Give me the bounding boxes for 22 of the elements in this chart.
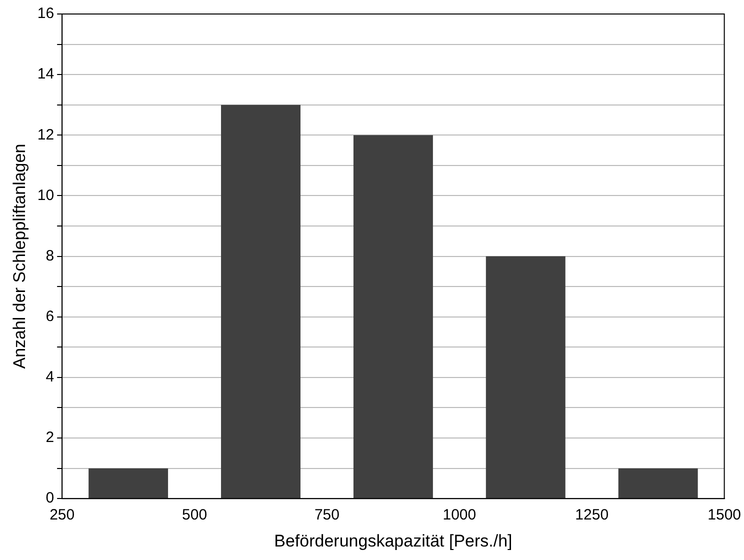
x-axis-title: Beförderungskapazität [Pers./h] (274, 531, 512, 550)
y-tick-label: 4 (46, 368, 54, 386)
y-tick-label: 0 (46, 490, 54, 507)
x-tick-label: 500 (182, 506, 208, 524)
bar (618, 468, 698, 498)
bar (221, 104, 300, 498)
y-axis-title: Anzahl der Schleppliftanlagen (10, 144, 29, 369)
x-tick-label: 1500 (708, 506, 742, 524)
bar (486, 256, 566, 498)
y-tick-label: 14 (37, 66, 54, 83)
y-tick-label: 2 (46, 429, 54, 446)
y-tick-label: 16 (37, 5, 54, 22)
x-tick-label: 1000 (442, 506, 476, 524)
bar (353, 135, 433, 498)
x-tick-label: 1250 (575, 506, 609, 524)
x-tick-label: 750 (314, 506, 340, 524)
y-tick-label: 8 (46, 247, 54, 264)
bar (88, 468, 168, 498)
x-tick-label: 250 (50, 506, 75, 524)
y-tick-label: 12 (37, 126, 54, 144)
y-tick-label: 10 (37, 186, 54, 204)
y-tick-label: 6 (46, 308, 54, 326)
